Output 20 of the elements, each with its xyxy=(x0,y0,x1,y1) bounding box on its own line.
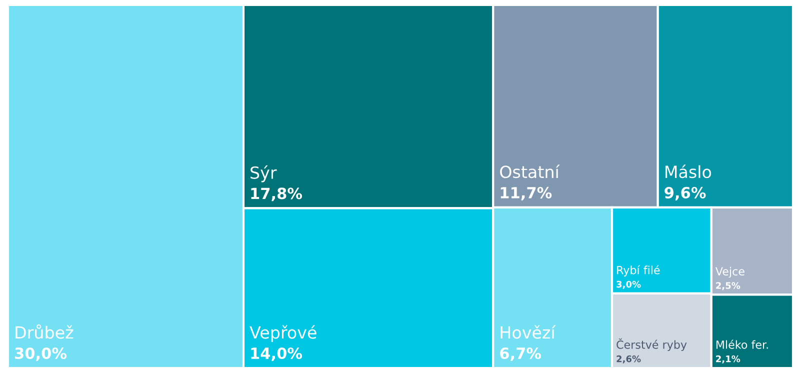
data-label: 9,6% xyxy=(664,186,706,200)
data-label: 17,8% xyxy=(251,188,302,202)
data-label: 14,0% xyxy=(251,347,302,361)
category-label: Čerstvé ryby xyxy=(616,338,687,351)
category-label: Máslo xyxy=(665,164,712,178)
data-label: 30,0% xyxy=(15,347,67,361)
category-label: Rybí filé xyxy=(617,265,660,276)
category-label: Sýr xyxy=(250,165,277,182)
data-label: 3,0% xyxy=(616,280,641,289)
category-label: Ostatní xyxy=(500,164,560,178)
category-label: Vepřové xyxy=(250,325,316,342)
category-label: Mléko fer. xyxy=(716,340,768,349)
data-label: 2,5% xyxy=(716,282,740,290)
data-label: 2,1% xyxy=(716,355,740,364)
category-label: Vejce xyxy=(715,266,744,278)
data-label: 6,7% xyxy=(500,347,542,361)
category-label: Drůbež xyxy=(16,324,74,339)
data-label: 11,7% xyxy=(500,186,552,200)
data-label: 2,6% xyxy=(616,355,641,364)
category-label: Hovězí xyxy=(500,325,556,339)
